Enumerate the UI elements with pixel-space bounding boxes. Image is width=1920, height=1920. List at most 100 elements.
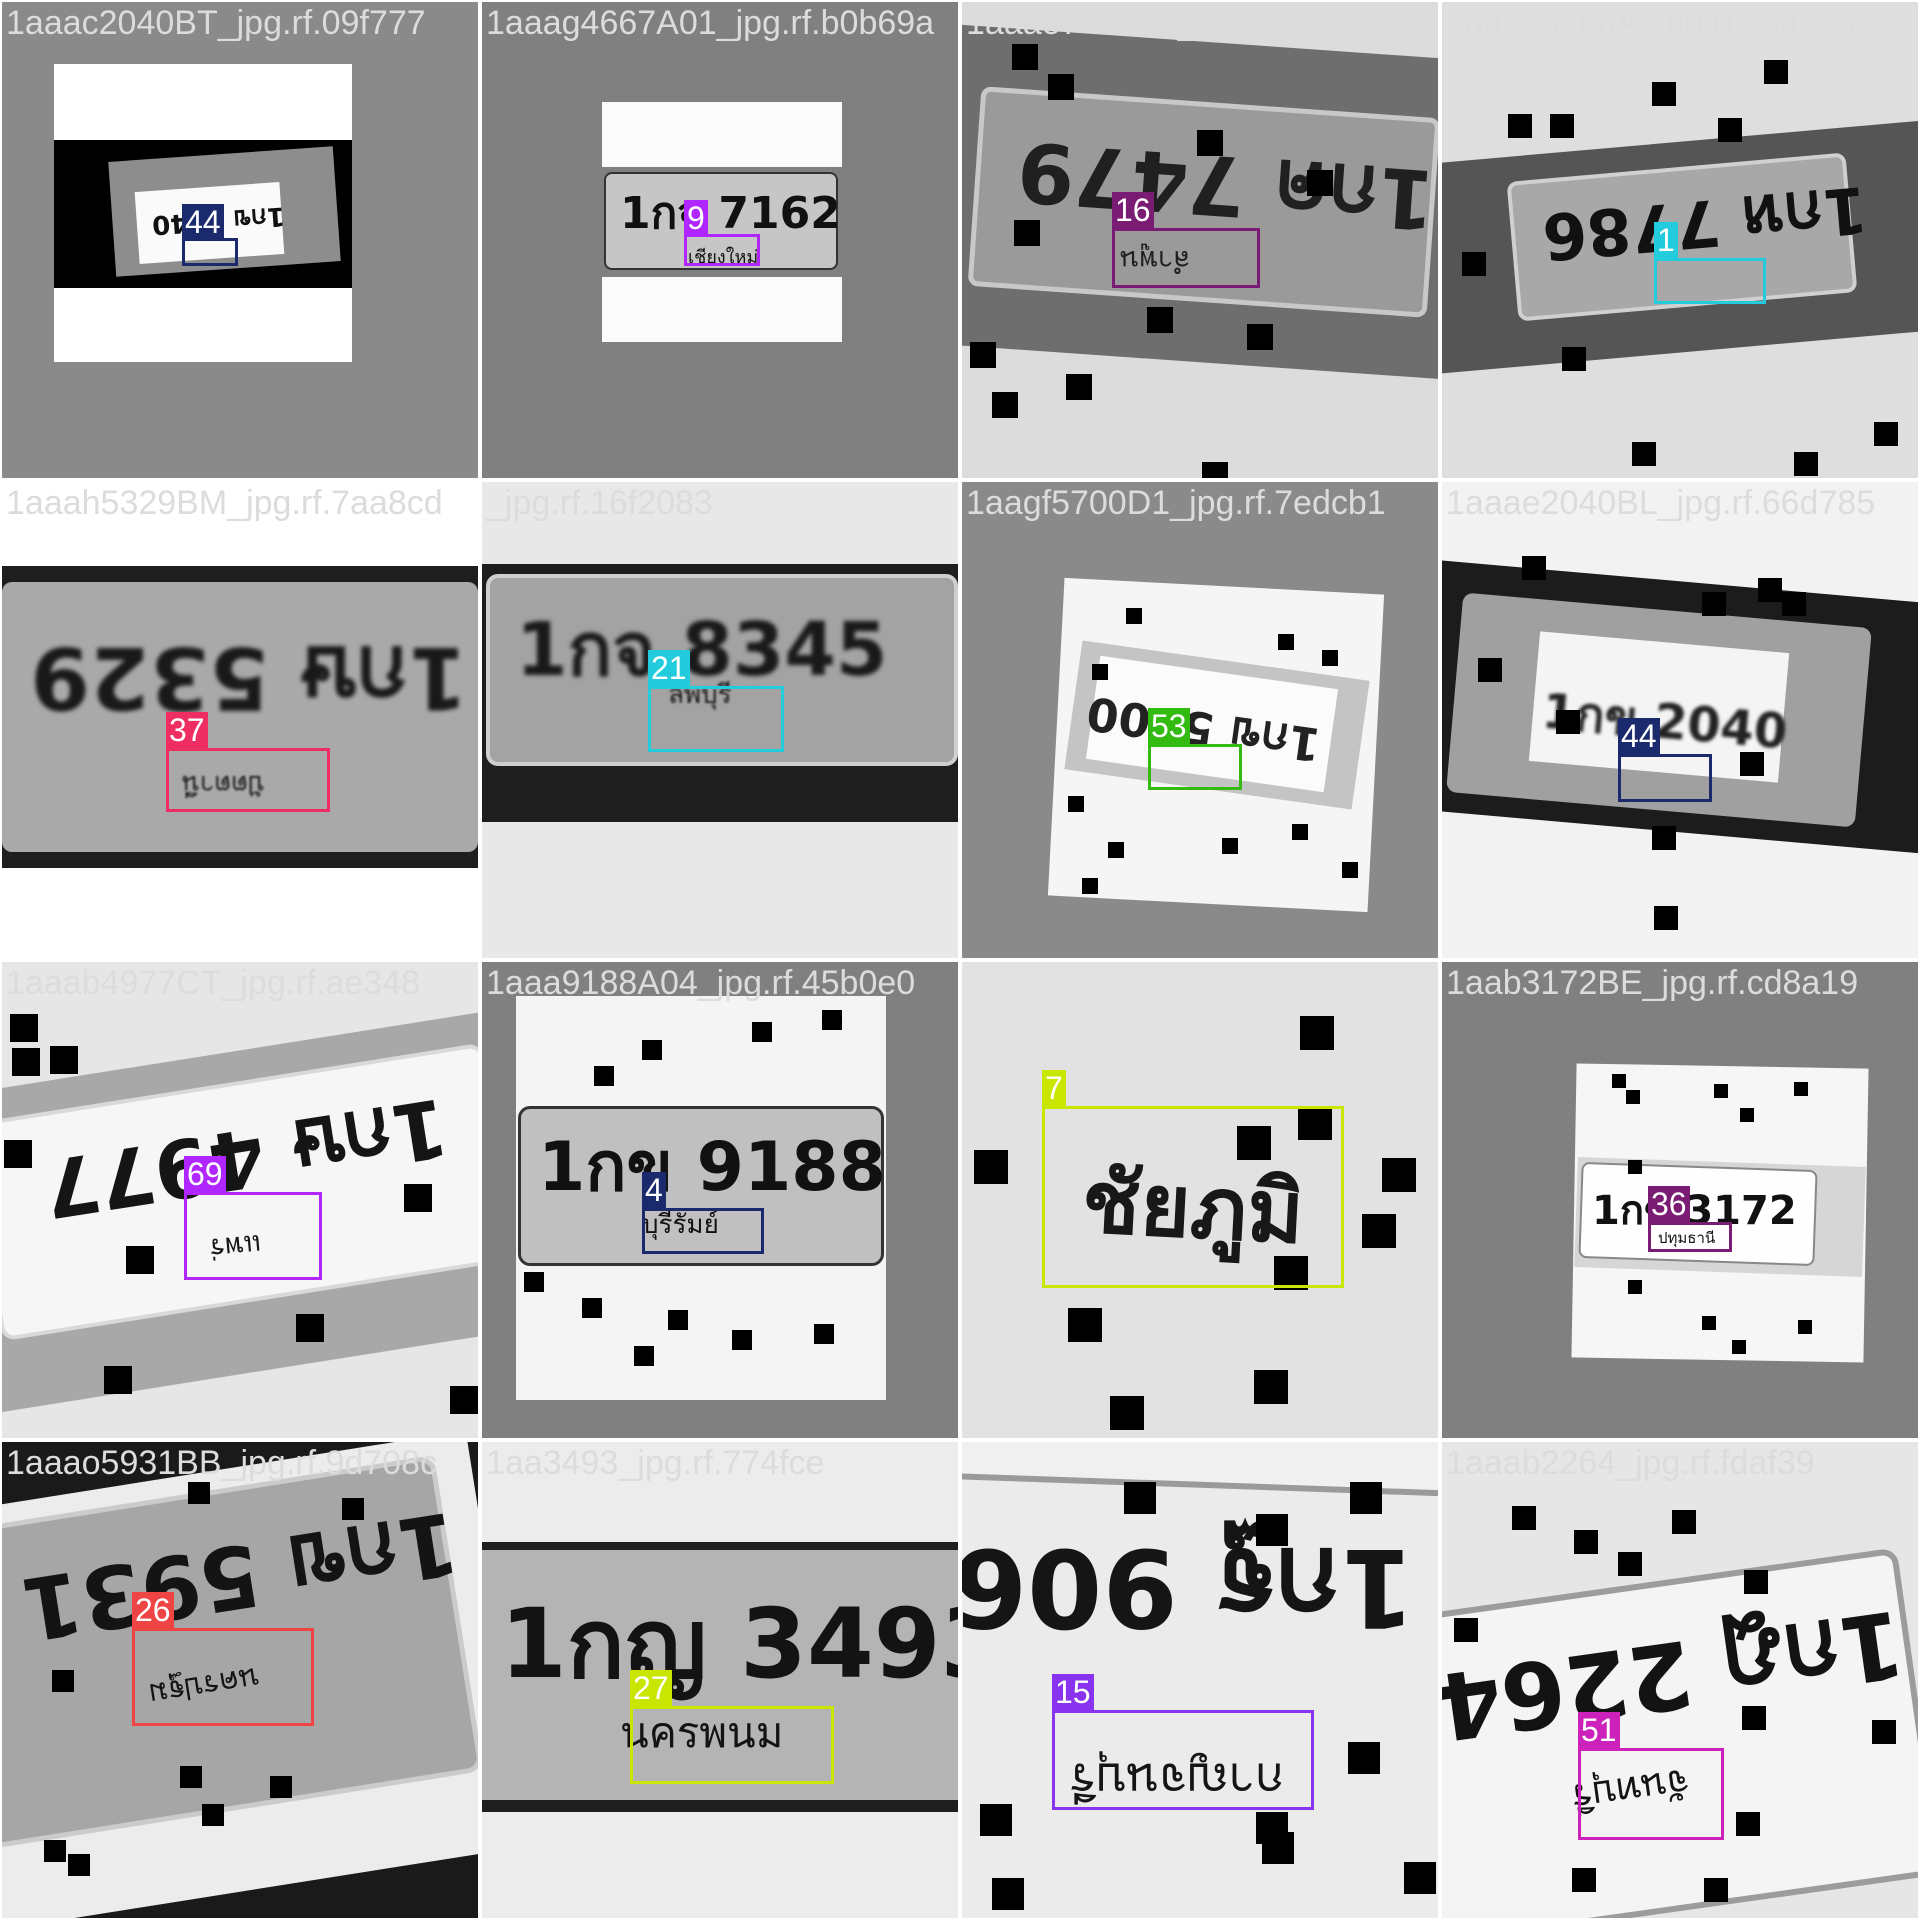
detection-box [1648, 1222, 1732, 1252]
cutout-square [1798, 1320, 1812, 1334]
plate-number-text: 1กญ 3493 [500, 1588, 958, 1700]
mosaic-tile[interactable]: 1กห 7786 1 1aaae3786A_jpg.rf.a34275 [1442, 2, 1918, 478]
mosaic-tile[interactable]: 1กจ 7162 เชียงใหม่ 9 1aaag4667A01_jpg.rf… [482, 2, 958, 478]
class-label: 44 [182, 204, 224, 240]
detection-box [630, 1706, 834, 1784]
detection-box [184, 1192, 322, 1280]
cutout-square [1066, 374, 1092, 400]
detection-box [1148, 744, 1242, 790]
cutout-square [1478, 658, 1502, 682]
cutout-square [1342, 862, 1358, 878]
cutout-square [1322, 650, 1338, 666]
cutout-square [10, 1014, 38, 1042]
detection-box [648, 686, 784, 752]
cutout-square [970, 342, 996, 368]
license-plate [486, 574, 958, 766]
mosaic-tile[interactable]: 1กข 2040 44 1aaae2040BL_jpg.rf.66d785 [1442, 482, 1918, 958]
mosaic-tile[interactable]: 1กญ 3493 นครพนม 27 1aa3493_jpg.rf.774fce [482, 1442, 958, 1918]
cutout-square [1758, 578, 1782, 602]
detection-box [1578, 1748, 1724, 1840]
class-label: 44 [1618, 718, 1660, 754]
cutout-square [126, 1246, 154, 1274]
cutout-square [1237, 1126, 1271, 1160]
detection-box [132, 1628, 314, 1726]
mosaic-tile[interactable]: 1กษ 5329 ปัตตานี 37 1aaah5329BM_jpg.rf.7… [2, 482, 478, 958]
cutout-square [1512, 1506, 1536, 1530]
cutout-square [1628, 1160, 1642, 1174]
province-text: เชียงใหม่ [688, 247, 759, 268]
cutout-square [1110, 1396, 1144, 1430]
detection-box [1042, 1106, 1344, 1288]
mosaic-tile[interactable]: 1กษ 4977 แพร่ 69 1aaab4977CT_jpg.rf.ae34… [2, 962, 478, 1438]
cutout-square [1222, 838, 1238, 854]
cutout-square [980, 1804, 1012, 1836]
cutout-square [1300, 1016, 1334, 1050]
cutout-square [1632, 442, 1656, 466]
cutout-square [44, 1840, 66, 1862]
cutout-square [1612, 1074, 1626, 1088]
cutout-square [1652, 826, 1676, 850]
cutout-square [1794, 452, 1818, 476]
cutout-square [1274, 1256, 1308, 1290]
cutout-square [68, 1854, 90, 1876]
cutout-square [450, 1386, 478, 1414]
tile-filename: 1aaa9188A04_jpg.rf.45b0e0 [486, 964, 916, 1002]
mosaic-tile[interactable]: ชัยภูมิ 7 [962, 962, 1438, 1438]
cutout-square [1572, 1868, 1596, 1892]
detection-box [642, 1208, 764, 1254]
cutout-square [1704, 1878, 1728, 1902]
class-label: 51 [1578, 1712, 1620, 1748]
cutout-square [1874, 422, 1898, 446]
tile-filename: _jpg.rf.16f2083 [486, 484, 713, 522]
class-label: 16 [1112, 192, 1154, 228]
mosaic-tile[interactable]: 1กข 2040 44 1aaac2040BT_jpg.rf.09f777 [2, 2, 478, 478]
cutout-square [1462, 252, 1486, 276]
plate-number-text: 1กจ 7162 [620, 188, 841, 239]
tile-filename: 1aagf5700D1_jpg.rf.7edcb1 [966, 484, 1386, 522]
plate-number-text: 1กจ 8345 [516, 607, 888, 693]
cutout-square [1574, 1530, 1598, 1554]
cutout-square [642, 1040, 662, 1060]
province-text: ปทุมธานี [1658, 1229, 1716, 1247]
mosaic-tile[interactable]: 1กข 9188 บุรีรัมย์ 4 1aaa9188A04_jpg.rf.… [482, 962, 958, 1438]
cutout-square [1740, 752, 1764, 776]
cutout-square [1307, 170, 1333, 196]
cutout-square [1732, 1340, 1746, 1354]
cutout-square [668, 1310, 688, 1330]
mosaic-tile[interactable]: 1กข 5931 นครปฐม 26 1aaao5931BB_jpg.rf.9d… [2, 1442, 478, 1918]
cutout-square [1247, 324, 1273, 350]
tile-filename: 1aab3172BE_jpg.rf.cd8a19 [1446, 964, 1859, 1002]
mosaic-tile[interactable]: 1กค 7479 ลำพูน 16 1aaae7479A0_jpg.rf.a48… [962, 2, 1438, 478]
license-plate [604, 172, 838, 270]
mosaic-tile[interactable]: 1กฐ 906 กาญจนบุรี 15 [962, 1442, 1438, 1918]
tile-filename: 1aaab2264_jpg.rf.fdaf39 [1446, 1444, 1815, 1482]
class-label: 4 [642, 1172, 666, 1208]
class-label: 7 [1042, 1070, 1066, 1106]
detection-box [182, 238, 238, 266]
cutout-square [1652, 82, 1676, 106]
class-label: 53 [1148, 708, 1190, 744]
class-label: 27 [630, 1670, 672, 1706]
cutout-square [104, 1366, 132, 1394]
cutout-square [1764, 60, 1788, 84]
cutout-square [1382, 1158, 1416, 1192]
detection-box [1112, 228, 1260, 288]
cutout-square [1068, 1308, 1102, 1342]
cutout-square [1126, 608, 1142, 624]
cutout-square [1794, 1082, 1808, 1096]
detection-box [1052, 1710, 1314, 1810]
class-label: 26 [132, 1592, 174, 1628]
cutout-square [1782, 592, 1806, 616]
cutout-square [1197, 130, 1223, 156]
mosaic-tile[interactable]: 1กข 3172 ปทุมธานี 36 1aab3172BE_jpg.rf.c… [1442, 962, 1918, 1438]
cutout-square [1202, 462, 1228, 478]
plate-number-text: 1กฐ 906 [962, 1524, 1416, 1649]
mosaic-tile[interactable]: 1กจ 8345 ลพบุรี 21 _jpg.rf.16f2083 [482, 482, 958, 958]
cutout-square [1744, 1570, 1768, 1594]
mosaic-tile[interactable]: 1กฎ 2264 จันทบุรี 51 1aaab2264_jpg.rf.fd… [1442, 1442, 1918, 1918]
mosaic-tile[interactable]: 1กข 5700 53 1aagf5700D1_jpg.rf.7edcb1 [962, 482, 1438, 958]
cutout-square [202, 1804, 224, 1826]
cutout-square [1562, 347, 1586, 371]
cutout-square [1124, 1482, 1156, 1514]
cutout-square [992, 392, 1018, 418]
